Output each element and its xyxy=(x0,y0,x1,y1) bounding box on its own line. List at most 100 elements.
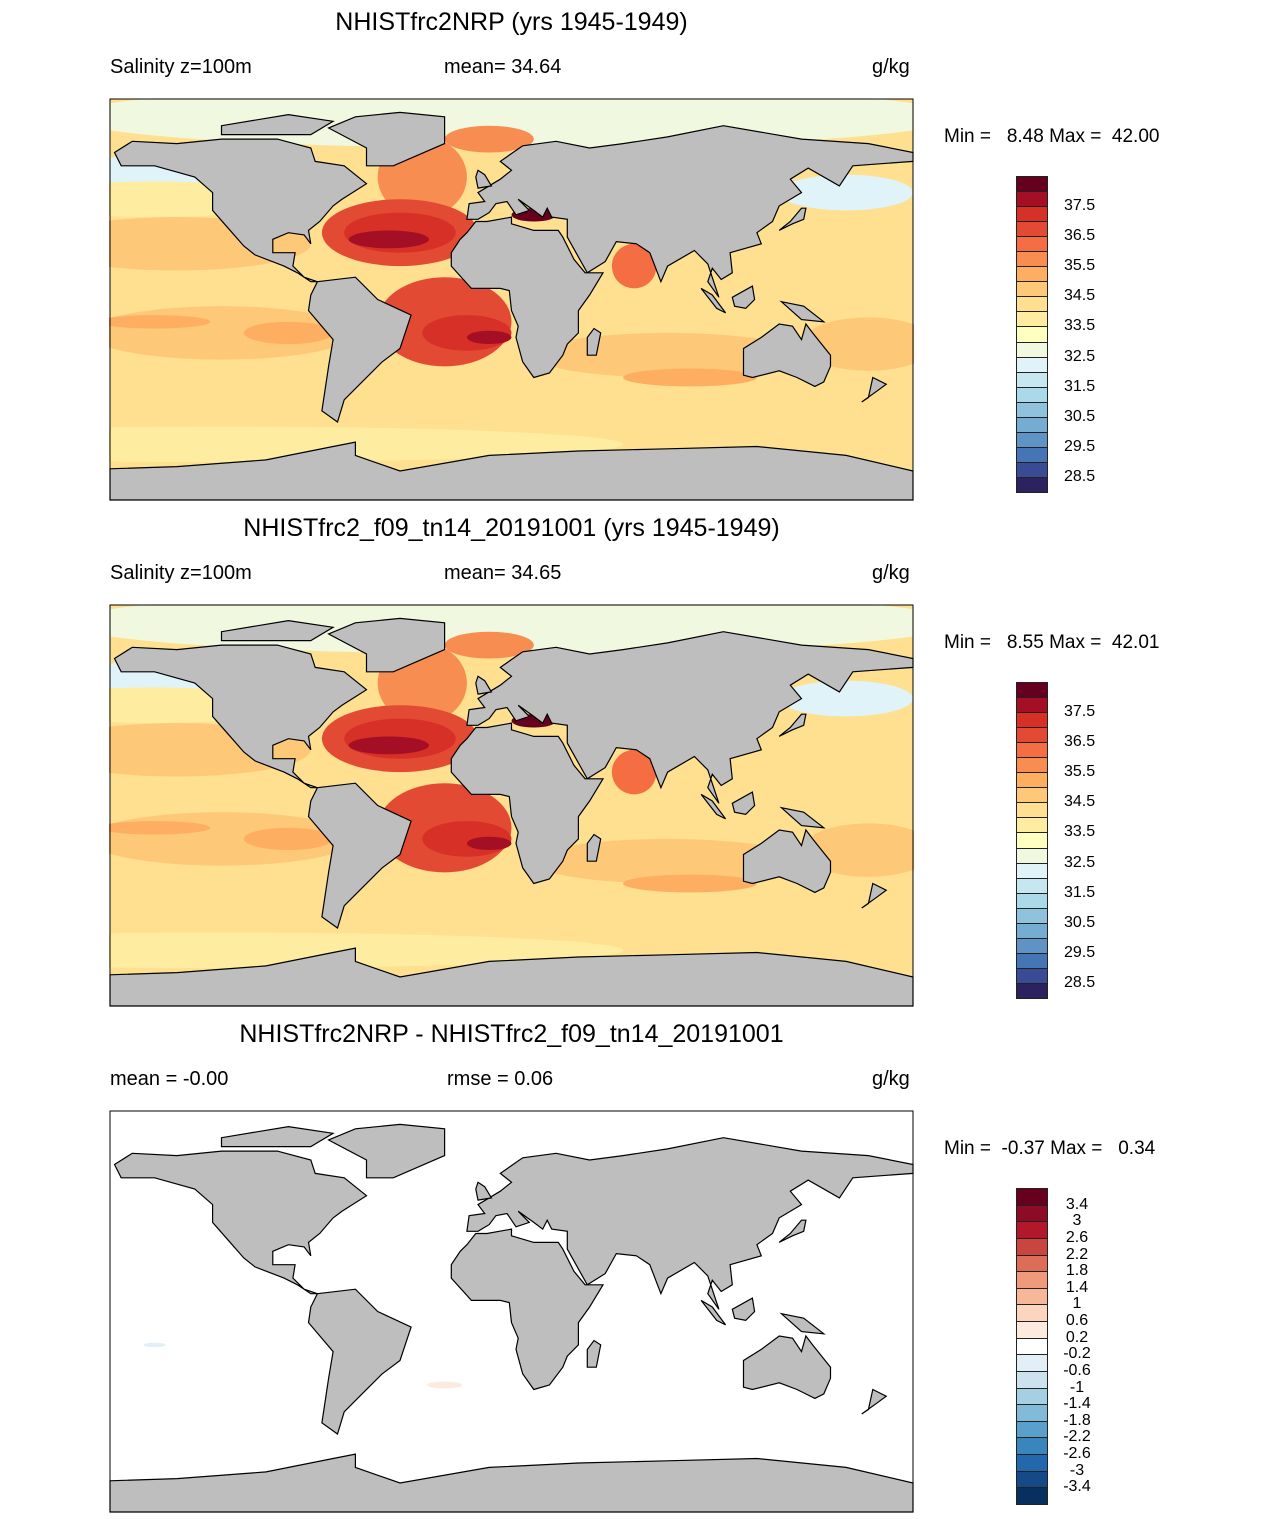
land-africa xyxy=(450,722,605,885)
colorbar-box xyxy=(1016,1437,1048,1456)
colorbar-box xyxy=(1016,1321,1048,1339)
colorbar-label: 3 xyxy=(1072,1212,1082,1230)
colorbar-box xyxy=(1016,757,1048,774)
colorbar-label: -3 xyxy=(1069,1461,1085,1479)
center-label: mean= 34.64 xyxy=(444,56,562,78)
min-max-label: Min = 8.48 Max = 42.00 xyxy=(944,126,1160,147)
land-greenland xyxy=(327,1123,446,1179)
colorbar-label: 36.5 xyxy=(1064,227,1096,245)
land-australia xyxy=(742,828,832,894)
colorbar-box xyxy=(1016,356,1048,373)
salinity-contour-region xyxy=(779,174,913,211)
colorbar-label: -0.2 xyxy=(1063,1345,1091,1363)
colorbar-label: 33.5 xyxy=(1064,317,1096,335)
colorbar-label: 1.4 xyxy=(1065,1278,1089,1296)
land-newguinea xyxy=(779,806,826,829)
colorbar-label: -2.6 xyxy=(1063,1445,1091,1463)
land-newzealand xyxy=(861,1388,888,1415)
colorbar-box xyxy=(1016,982,1048,999)
min-max-label: Min = -0.37 Max = 0.34 xyxy=(944,1138,1156,1159)
land-samerica xyxy=(307,276,412,423)
colorbar-box xyxy=(1016,697,1048,714)
salinity-contour-region xyxy=(466,836,512,851)
colorbar-box xyxy=(1016,1404,1048,1422)
colorbar-box xyxy=(1016,742,1048,759)
land-japan xyxy=(778,207,807,231)
units-label: g/kg xyxy=(872,56,910,78)
salinity-contour-region xyxy=(109,932,623,969)
colorbar-box xyxy=(1016,1454,1048,1472)
colorbar-box xyxy=(1016,772,1048,789)
land-newguinea xyxy=(779,300,826,323)
colorbar-box xyxy=(1016,1287,1048,1306)
colorbar-label: 0.6 xyxy=(1065,1312,1089,1330)
center-label: mean= 34.65 xyxy=(444,562,562,584)
land-madagascar xyxy=(586,833,602,862)
colorbar-box xyxy=(1016,251,1048,268)
salinity-contour-region xyxy=(466,330,512,345)
salinity-contour-region xyxy=(243,827,334,851)
colorbar-label: -3.4 xyxy=(1063,1478,1091,1496)
colorbar-box xyxy=(1016,952,1048,969)
salinity-contour-region xyxy=(623,368,757,387)
colorbar-box xyxy=(1016,476,1048,493)
colorbar-label: 34.5 xyxy=(1064,287,1096,305)
colorbar-box xyxy=(1016,296,1048,313)
colorbar-box xyxy=(1016,1354,1048,1372)
salinity-contour-region xyxy=(109,426,623,463)
colorbar-box xyxy=(1016,892,1048,909)
colorbar-box xyxy=(1016,967,1048,984)
colorbar-box xyxy=(1016,1221,1048,1239)
colorbar-box xyxy=(1016,727,1048,744)
land-newzealand xyxy=(861,376,888,403)
land-australia xyxy=(742,1334,832,1400)
salinity-contour-region xyxy=(444,631,534,659)
plot-title: NHISTfrc2NRP (yrs 1945-1949) xyxy=(335,8,688,36)
colorbar-label: 28.5 xyxy=(1064,467,1096,485)
colorbar-box xyxy=(1016,191,1048,208)
colorbar-label: 36.5 xyxy=(1064,733,1096,751)
colorbar-box xyxy=(1016,386,1048,403)
colorbar-box xyxy=(1016,1470,1048,1489)
colorbar-box xyxy=(1016,937,1048,954)
center-label: rmse = 0.06 xyxy=(447,1068,554,1090)
colorbar-label: 34.5 xyxy=(1064,793,1096,811)
land-greenland xyxy=(327,111,446,167)
colorbar-box xyxy=(1016,1271,1048,1289)
colorbar-box xyxy=(1016,1304,1048,1323)
land-sumatra xyxy=(700,793,727,820)
left-label: Salinity z=100m xyxy=(110,56,252,78)
colorbar-label: 37.5 xyxy=(1064,703,1096,721)
land-madagascar xyxy=(586,1339,602,1368)
colorbar-box xyxy=(1016,401,1048,418)
colorbar-box xyxy=(1016,1188,1048,1206)
colorbar-label: 1 xyxy=(1072,1295,1082,1313)
colorbar-label: 2.2 xyxy=(1065,1245,1089,1263)
left-label: mean = -0.00 xyxy=(110,1068,229,1090)
land-newzealand xyxy=(861,882,888,909)
salinity-contour-region xyxy=(779,680,913,717)
land-uk xyxy=(475,675,493,695)
salinity-contour-region xyxy=(611,749,657,795)
colorbar-box xyxy=(1016,1237,1048,1256)
plot-panel: NHISTfrc2NRP (yrs 1945-1949) Salinity z=1… xyxy=(0,0,1285,506)
land-eurasia xyxy=(466,125,914,298)
colorbar-label: 33.5 xyxy=(1064,823,1096,841)
colorbar-box xyxy=(1016,1420,1048,1439)
land-africa xyxy=(450,216,605,379)
land-samerica xyxy=(307,782,412,929)
colorbar-label: -0.6 xyxy=(1063,1361,1091,1379)
salinity-contour-region xyxy=(533,838,802,884)
colorbar-label: 29.5 xyxy=(1064,943,1096,961)
land-newguinea xyxy=(779,1312,826,1335)
colorbar-box xyxy=(1016,221,1048,238)
salinity-contour-region xyxy=(611,243,657,289)
plot-panel: NHISTfrc2_f09_tn14_20191001 (yrs 1945-19… xyxy=(0,506,1285,1012)
colorbar-box xyxy=(1016,1487,1048,1505)
difference-contour-region xyxy=(426,1381,463,1389)
land-samerica xyxy=(307,1288,412,1435)
colorbar-box xyxy=(1016,311,1048,328)
land-sumatra xyxy=(700,287,727,314)
colorbar-label: 35.5 xyxy=(1064,763,1096,781)
colorbar-label: -1 xyxy=(1069,1378,1085,1396)
